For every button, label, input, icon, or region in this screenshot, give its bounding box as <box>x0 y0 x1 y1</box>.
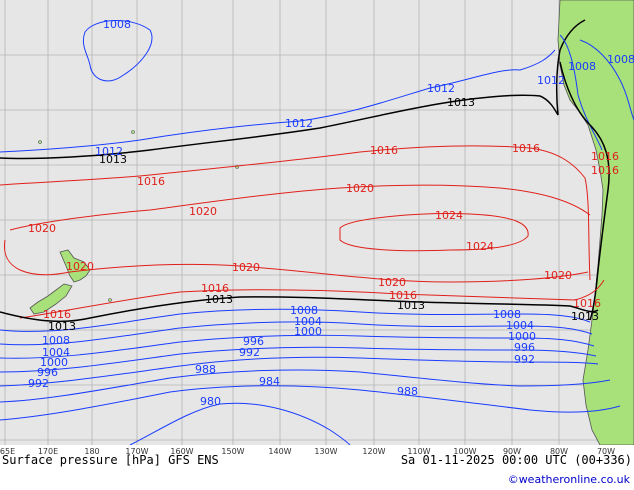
isobar-label: 1020 <box>189 205 217 218</box>
isobars <box>0 19 634 445</box>
longitude-tick-label: 160W <box>170 447 194 456</box>
isobar-label: 1012 <box>95 145 123 158</box>
longitude-tick-label: 180 <box>84 447 100 456</box>
isobar-label: 1016 <box>512 142 540 155</box>
isobar-label: 1020 <box>346 182 374 195</box>
isobar-label: 1013 <box>571 310 599 323</box>
isobar-988-south <box>0 369 611 403</box>
isobar-label: 1008 <box>42 334 70 347</box>
isobar-1016-north <box>0 145 591 281</box>
isobar-label: 1020 <box>66 260 94 273</box>
isobar-label: 1016 <box>137 175 165 188</box>
pressure-map: 1008 1012 1012 1012 1012 1008 1008 1013 … <box>0 0 634 445</box>
isobar-label-layer: 1008 1012 1012 1012 1012 1008 1008 1013 … <box>28 18 634 408</box>
longitude-tick-label: 70W <box>596 447 616 456</box>
isobar-1012-north <box>0 49 556 153</box>
isobar-label: 1013 <box>99 153 127 166</box>
isobar-1024 <box>339 213 529 252</box>
isobar-label: 1013 <box>397 299 425 312</box>
isobar-label: 1024 <box>466 240 494 253</box>
longitude-tick-label: 130W <box>314 447 338 456</box>
isobar-980-south <box>129 402 351 445</box>
isobar-label: 992 <box>28 377 49 390</box>
island-dot-4 <box>108 298 112 302</box>
map-footer <box>0 445 634 490</box>
isobar-label: 1012 <box>537 74 565 87</box>
isobar-996-south <box>0 346 597 373</box>
map-title: Surface pressure [hPa] GFS ENS <box>2 453 219 467</box>
island-dot-3 <box>38 140 42 144</box>
longitude-tick-label: 110W <box>407 447 431 456</box>
isobar-label: 1020 <box>28 222 56 235</box>
longitude-tick-label: 170W <box>125 447 149 456</box>
longitude-tick-label: 140W <box>268 447 292 456</box>
isobar-label: 996 <box>243 335 264 348</box>
isobar-label: 1000 <box>40 356 68 369</box>
isobar-label: 984 <box>259 375 280 388</box>
isobar-label: 1016 <box>591 164 619 177</box>
isobar-label: 988 <box>397 385 418 398</box>
longitude-tick-label: 165E <box>0 447 16 456</box>
isobar-label: 1020 <box>544 269 572 282</box>
isobar-1020-lower <box>3 239 589 283</box>
isobar-1008-coast <box>579 39 634 121</box>
ocean-background <box>0 0 634 445</box>
isobar-1008-nw <box>82 19 153 82</box>
isobar-label: 1012 <box>285 117 313 130</box>
longitude-tick-label: 150W <box>221 447 245 456</box>
longitude-tick-label: 120W <box>362 447 386 456</box>
isobar-label: 996 <box>37 366 58 379</box>
isobar-label: 988 <box>195 363 216 376</box>
longitude-tick-label: 80W <box>549 447 569 456</box>
isobar-label: 1004 <box>42 346 70 359</box>
isobar-label: 1013 <box>48 320 76 333</box>
isobar-1013-coast <box>559 61 610 321</box>
longitude-tick-label: 100W <box>453 447 477 456</box>
isobar-label: 1016 <box>370 144 398 157</box>
isobar-label: 992 <box>239 346 260 359</box>
credit-link[interactable]: ©weatheronline.co.uk <box>507 473 630 486</box>
isobar-label: 1013 <box>205 293 233 306</box>
isobar-label: 1004 <box>294 315 322 328</box>
isobar-label: 1012 <box>427 82 455 95</box>
isobar-label: 1000 <box>508 330 536 343</box>
isobar-label: 1024 <box>435 209 463 222</box>
isobar-label: 1000 <box>294 325 322 338</box>
isobar-label: 1008 <box>290 304 318 317</box>
isobar-label: 1008 <box>607 53 634 66</box>
isobar-label: 980 <box>200 395 221 408</box>
isobar-label: 1004 <box>506 319 534 332</box>
isobar-label: 996 <box>514 341 535 354</box>
isobar-1012-coast <box>559 34 603 151</box>
valid-time: Sa 01-11-2025 00:00 UTC (00+336) <box>400 453 632 467</box>
isobar-label: 1008 <box>493 308 521 321</box>
longitude-tick-label: 170E <box>37 447 59 456</box>
isobar-984-south <box>0 385 621 421</box>
isobar-1016-south <box>19 279 605 319</box>
isobar-label: 992 <box>514 353 535 366</box>
isobar-label: 1016 <box>389 289 417 302</box>
isobar-label: 1008 <box>568 60 596 73</box>
new-zealand-south-island <box>29 283 73 315</box>
isobar-992-south <box>0 356 599 387</box>
isobar-1008-south <box>0 308 591 332</box>
isobar-label: 1020 <box>232 261 260 274</box>
isobar-label: 1008 <box>103 18 131 31</box>
isobar-label: 1020 <box>378 276 406 289</box>
isobar-label: 1016 <box>201 282 229 295</box>
south-america-land <box>557 0 634 445</box>
isobar-1004-south <box>0 321 593 346</box>
island-dot-1 <box>131 130 135 134</box>
isobar-label: 1013 <box>447 96 475 109</box>
longitude-tick-label: 90W <box>502 447 522 456</box>
isobar-label: 1016 <box>591 150 619 163</box>
isobar-label: 1016 <box>43 308 71 321</box>
isobar-1000-south <box>0 334 595 359</box>
isobar-1013-north <box>0 19 586 160</box>
isobar-label: 1016 <box>573 297 601 310</box>
isobar-1013-south <box>0 296 599 323</box>
isobar-1020-arc <box>9 184 591 231</box>
